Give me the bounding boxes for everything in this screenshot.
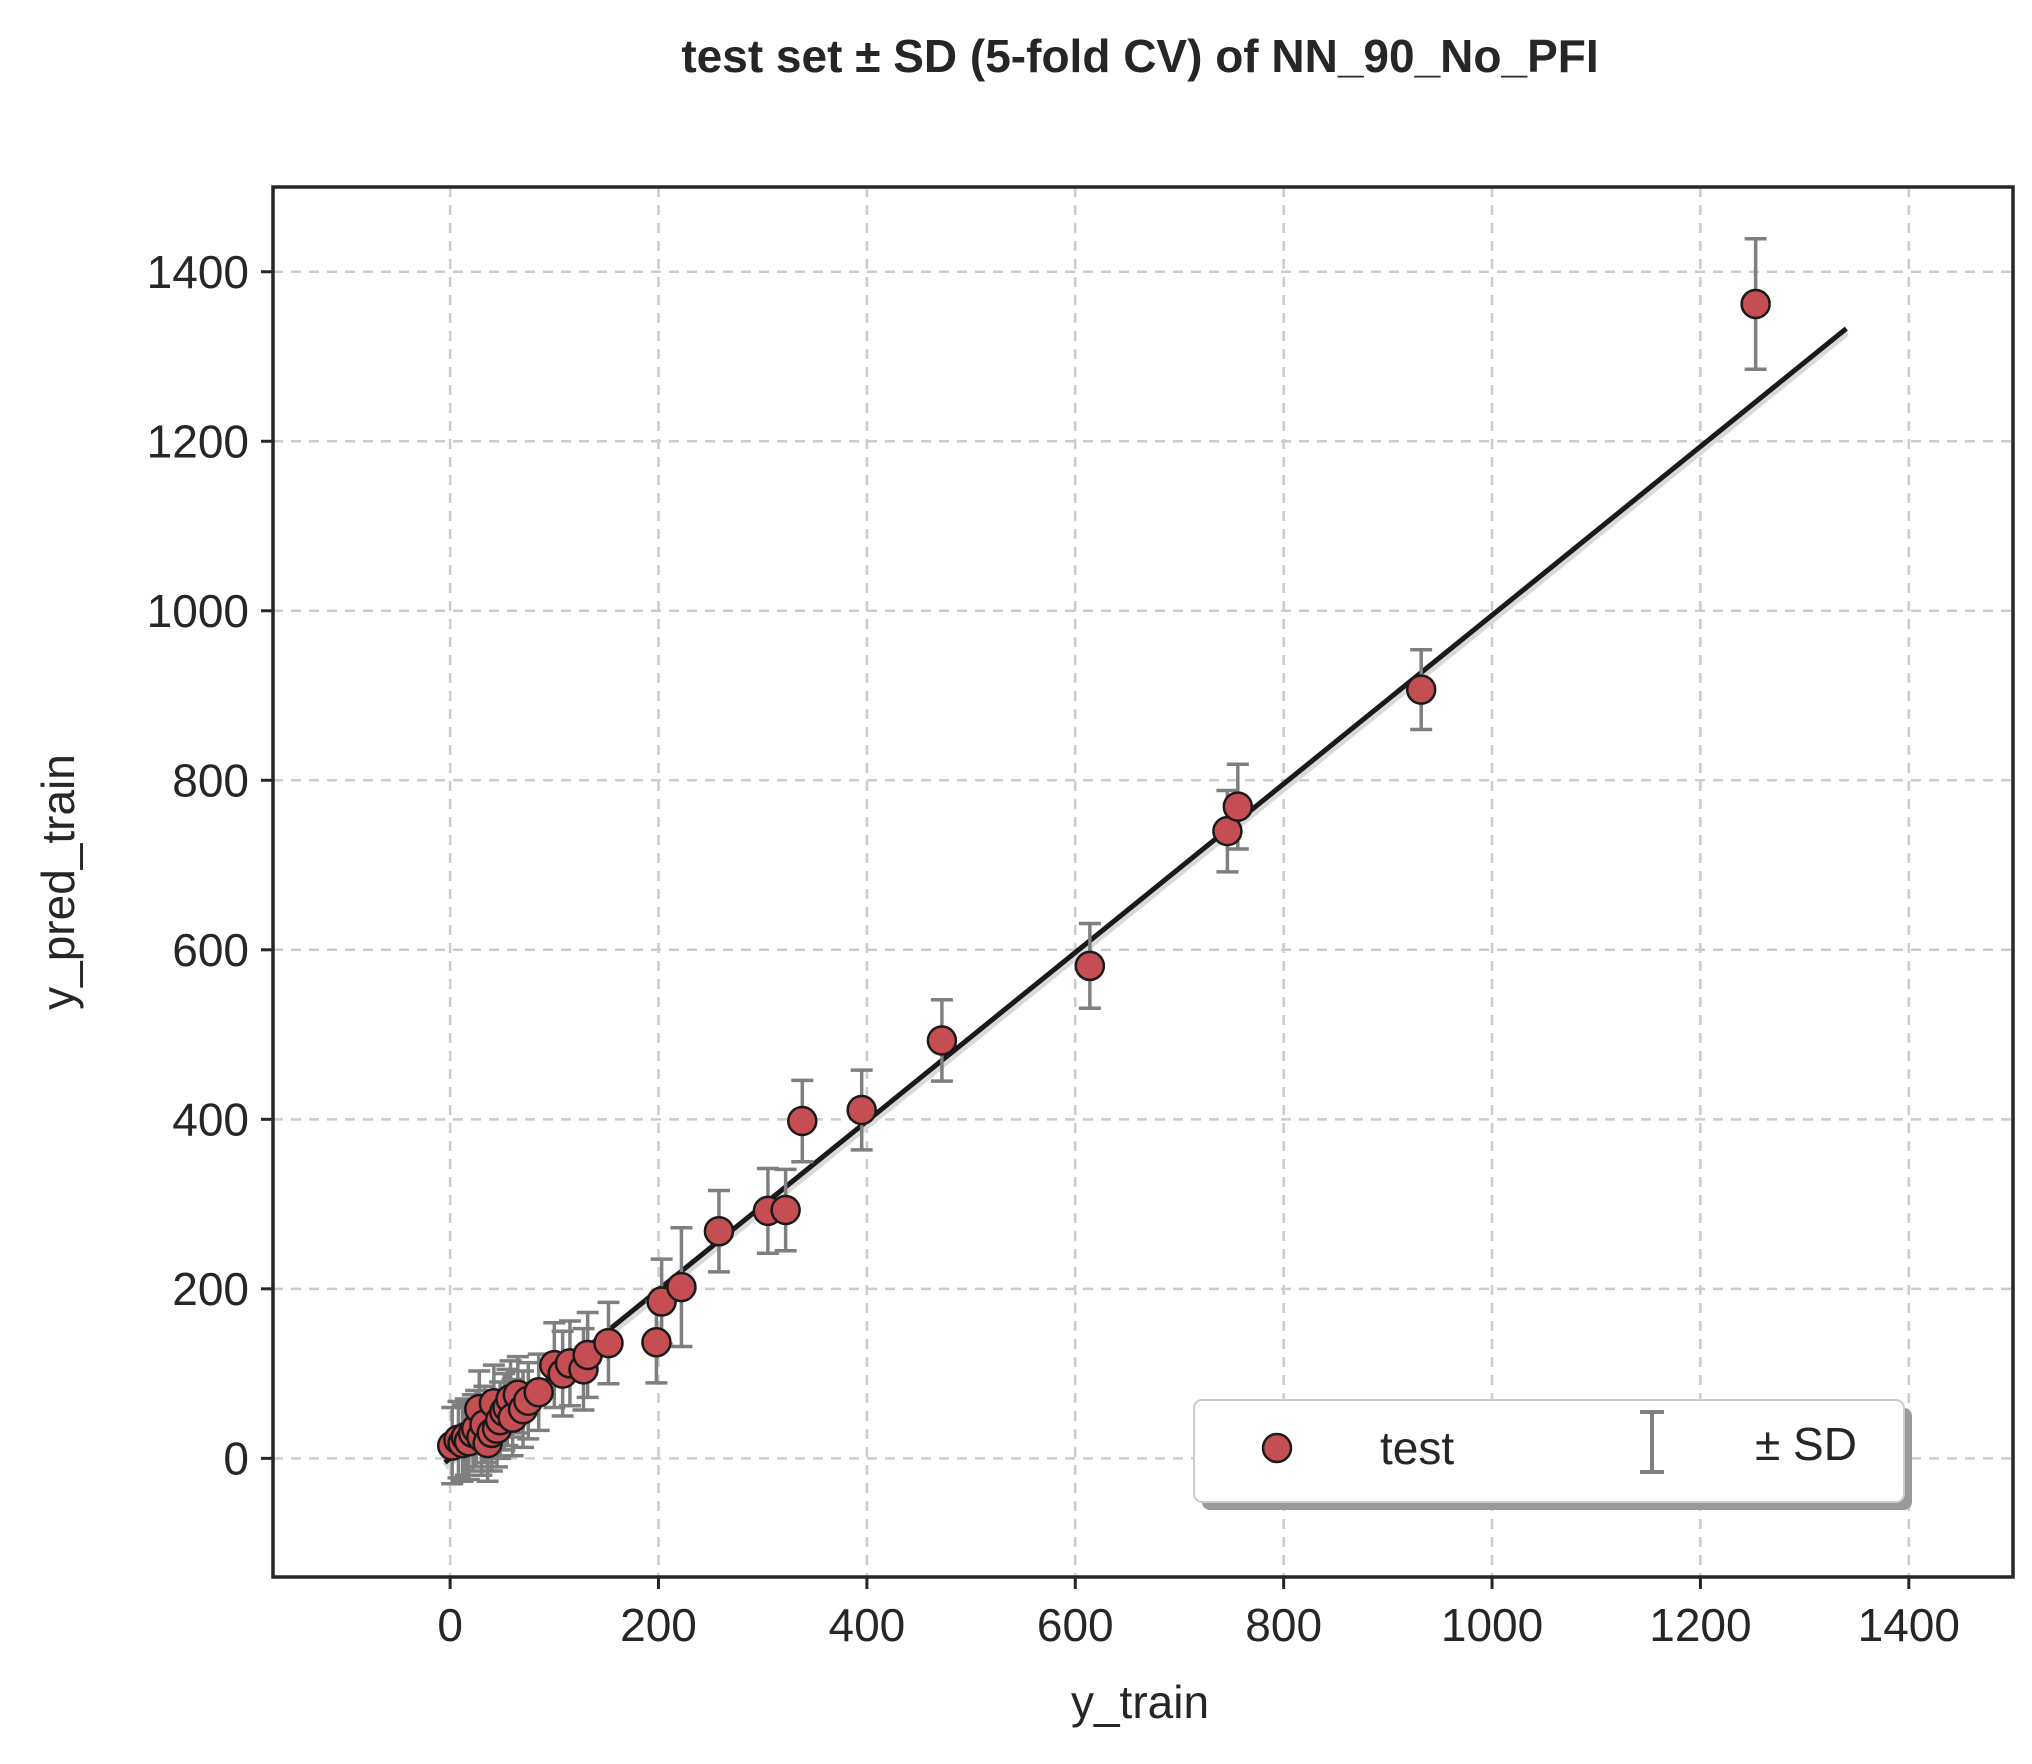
x-tick-label: 0 — [437, 1599, 463, 1651]
plot-frame — [271, 185, 2015, 1579]
chart-title: test set ± SD (5-fold CV) of NN_90_No_PF… — [681, 30, 1598, 82]
x-axis-label: y_train — [1071, 1676, 1209, 1728]
data-point — [1222, 791, 1254, 822]
data-point — [787, 1105, 818, 1137]
y-tick-label: 600 — [172, 924, 249, 976]
x-tick-label: 400 — [829, 1599, 906, 1651]
x-tick-label: 1000 — [1441, 1599, 1543, 1651]
y-tick-label: 1200 — [147, 415, 249, 467]
y-axis-label: y_pred_train — [32, 754, 84, 1010]
data-point — [1405, 674, 1437, 705]
data-point — [523, 1376, 554, 1408]
y-tick-label: 400 — [172, 1093, 249, 1145]
data-point — [641, 1326, 672, 1358]
y-tick-label: 200 — [172, 1263, 249, 1315]
data-point — [1740, 288, 1771, 320]
data-point — [666, 1271, 697, 1303]
x-tick-label: 800 — [1245, 1599, 1322, 1651]
x-tick-label: 1200 — [1649, 1599, 1751, 1651]
y-tick-label: 0 — [223, 1432, 249, 1484]
data-point — [703, 1215, 735, 1247]
y-axis-ticks: 0 200 400 600 800 1000 1200 1400 — [147, 246, 273, 1484]
legend-test-label: test — [1380, 1422, 1454, 1474]
legend-test-marker — [1261, 1432, 1293, 1464]
y-tick-label: 1000 — [147, 585, 249, 637]
data-point — [593, 1327, 624, 1359]
data-point — [926, 1025, 958, 1056]
y-tick-label: 800 — [172, 754, 249, 806]
data-point — [770, 1194, 801, 1226]
x-tick-label: 200 — [620, 1599, 697, 1651]
data-point — [846, 1094, 877, 1126]
legend: test ± SD — [1193, 1399, 1912, 1510]
x-tick-label: 1400 — [1858, 1599, 1960, 1651]
y-tick-label: 1400 — [147, 246, 249, 298]
data-points — [436, 288, 1771, 1461]
legend-box — [1193, 1399, 1905, 1503]
grid — [273, 187, 2013, 1577]
legend-sd-label: ± SD — [1755, 1418, 1857, 1470]
data-point — [1074, 950, 1106, 982]
legend-sd-marker — [1640, 1410, 1664, 1474]
x-tick-label: 600 — [1037, 1599, 1114, 1651]
x-axis-ticks: 0 200 400 600 800 1000 1200 1400 — [437, 1577, 1960, 1651]
